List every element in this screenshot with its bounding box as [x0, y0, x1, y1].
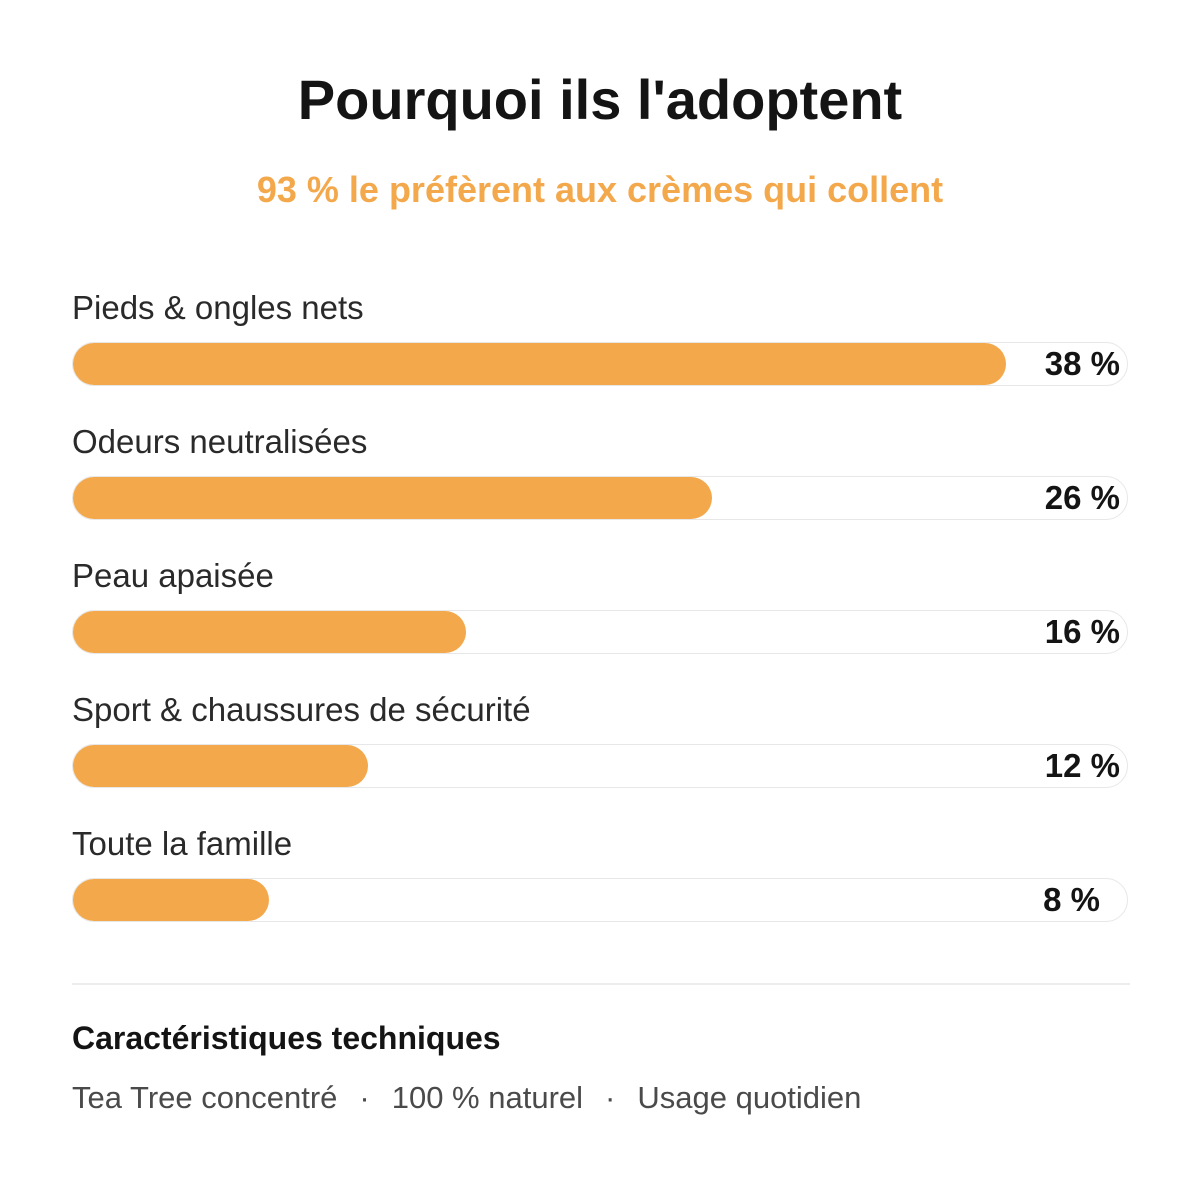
- bar-track: [72, 744, 1128, 788]
- divider: [72, 983, 1130, 985]
- bar-label: Toute la famille: [72, 825, 293, 862]
- chart-title: Pourquoi ils l'adoptent: [297, 68, 903, 131]
- bar-label: Odeurs neutralisées: [72, 423, 368, 460]
- bar-row: Odeurs neutralisées 26 %: [72, 414, 1130, 534]
- bar-value-label: 8 %: [1043, 881, 1100, 918]
- bar-label: Pieds & ongles nets: [72, 289, 364, 326]
- bar-row: Pieds & ongles nets 38 %: [72, 280, 1130, 400]
- spec-item: 100 % naturel: [391, 1080, 584, 1115]
- specs-title: Caractéristiques techniques: [72, 1020, 501, 1056]
- specs-list: Tea Tree concentré · 100 % naturel · Usage q…: [72, 1082, 861, 1113]
- bar: [73, 477, 712, 519]
- bar-value-label: 26 %: [1044, 479, 1120, 516]
- bar: [73, 343, 1006, 385]
- bar-value-label: 12 %: [1044, 747, 1120, 784]
- bar-track: [72, 342, 1128, 386]
- bar-label: Peau apaisée: [72, 557, 274, 594]
- bar-value-label: 16 %: [1044, 613, 1120, 650]
- bar-track: [72, 610, 1128, 654]
- spec-item: Usage quotidien: [637, 1080, 862, 1115]
- bar: [73, 745, 368, 787]
- spec-separator: ·: [359, 1080, 370, 1115]
- bar: [73, 611, 466, 653]
- bar-row: Peau apaisée 16 %: [72, 548, 1130, 668]
- bar: [73, 879, 269, 921]
- bar-track: [72, 878, 1128, 922]
- spec-item: Tea Tree concentré: [72, 1080, 338, 1115]
- bar-track: [72, 476, 1128, 520]
- spec-separator: ·: [605, 1080, 616, 1115]
- bar-value-label: 38 %: [1044, 345, 1120, 382]
- chart-subtitle: 93 % le préfèrent aux crèmes qui collent: [256, 169, 944, 210]
- bar-row: Toute la famille 8 %: [72, 816, 1130, 936]
- bar-row: Sport & chaussures de sécurité 12 %: [72, 682, 1130, 802]
- bar-label: Sport & chaussures de sécurité: [72, 691, 531, 728]
